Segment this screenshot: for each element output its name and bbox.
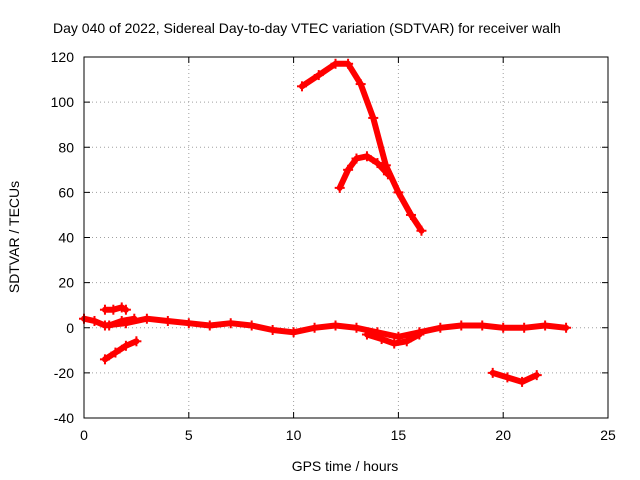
data-point (131, 336, 142, 347)
y-axis-label: SDTVAR / TECUs (6, 181, 22, 293)
data-point (104, 320, 115, 331)
series-arc-high-rising (336, 153, 391, 191)
x-tick-label: 5 (185, 427, 193, 443)
x-tick-label: 15 (391, 427, 407, 443)
series-arc-high-descending (299, 60, 425, 234)
data-point (343, 164, 354, 175)
y-tick-label: 60 (58, 184, 74, 200)
data-point (288, 327, 299, 338)
y-tick-label: 100 (51, 94, 75, 110)
data-point (120, 304, 131, 315)
y-tick-label: -40 (54, 410, 74, 426)
data-point (368, 112, 379, 123)
data-point (487, 367, 498, 378)
data-point (330, 58, 341, 69)
plot-frame (83, 56, 609, 419)
x-axis-label: GPS time / hours (292, 458, 399, 474)
y-tick-label: 120 (51, 49, 75, 65)
data-point (401, 336, 412, 347)
data-point (267, 325, 278, 336)
y-axis-ticks: -40 -20 0 20 40 60 80 100 120 (51, 49, 608, 426)
data-point (89, 315, 100, 326)
data-point (99, 354, 110, 365)
grid-lines (84, 57, 608, 418)
data-point (343, 58, 354, 69)
data-point (376, 334, 387, 345)
data-point (502, 372, 513, 383)
data-point (351, 153, 362, 164)
y-tick-label: 0 (66, 320, 74, 336)
data-point (141, 313, 152, 324)
data-point (334, 182, 345, 193)
data-point (355, 79, 366, 90)
data-point (435, 322, 446, 333)
series-arc-negative-late (489, 369, 540, 385)
y-tick-label: 80 (58, 139, 74, 155)
data-point (405, 209, 416, 220)
data-point (116, 315, 127, 326)
data-point (162, 315, 173, 326)
x-tick-label: 10 (286, 427, 302, 443)
data-point (110, 347, 121, 358)
data-point (351, 322, 362, 333)
data-point (183, 318, 194, 329)
data-point (296, 81, 307, 92)
data-point (519, 322, 530, 333)
data-point (389, 338, 400, 349)
x-tick-label: 25 (600, 427, 616, 443)
x-tick-label: 0 (80, 427, 88, 443)
data-point (382, 169, 393, 180)
data-point (120, 340, 131, 351)
data-point (129, 313, 140, 324)
data-point (477, 320, 488, 331)
data-point (330, 320, 341, 331)
title-group: Day 040 of 2022, Sidereal Day-to-day VTE… (53, 20, 561, 36)
series-arc-negative-early (102, 338, 140, 363)
y-tick-label: 20 (58, 275, 74, 291)
data-point (561, 322, 572, 333)
x-axis-ticks: 0 5 10 15 20 25 (80, 57, 616, 443)
data-series (79, 58, 572, 387)
data-point (246, 320, 257, 331)
data-point (456, 320, 467, 331)
data-point (204, 320, 215, 331)
data-point (498, 322, 509, 333)
data-point (531, 370, 542, 381)
data-point (393, 187, 404, 198)
data-point (416, 225, 427, 236)
data-point (540, 320, 551, 331)
x-tick-label: 20 (495, 427, 511, 443)
data-point (99, 304, 110, 315)
y-tick-label: 40 (58, 230, 74, 246)
data-point (313, 70, 324, 81)
data-point (517, 376, 528, 387)
data-point (414, 329, 425, 340)
data-point (361, 329, 372, 340)
y-tick-label: -20 (54, 365, 74, 381)
data-point (309, 322, 320, 333)
data-point (372, 158, 383, 169)
chart-title: Day 040 of 2022, Sidereal Day-to-day VTE… (53, 20, 561, 36)
data-point (361, 151, 372, 162)
data-point (108, 304, 119, 315)
data-point (225, 318, 236, 329)
